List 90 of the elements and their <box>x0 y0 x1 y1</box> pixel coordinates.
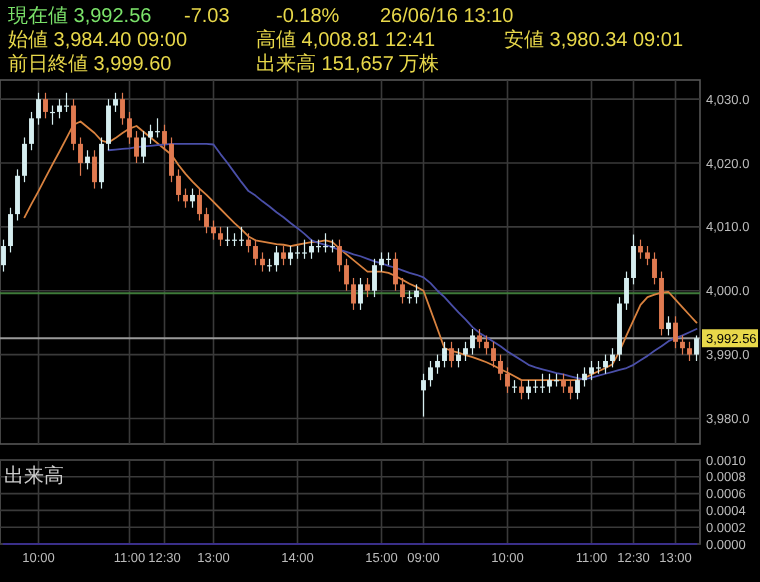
candlestick <box>15 168 20 222</box>
candlestick <box>29 111 34 151</box>
candlestick <box>197 187 202 222</box>
candlestick <box>449 341 454 368</box>
candlestick <box>631 233 636 285</box>
candlestick <box>57 98 62 119</box>
candlestick <box>645 245 650 266</box>
candlestick <box>470 328 475 356</box>
candlestick <box>666 315 671 337</box>
candlestick <box>288 245 293 266</box>
candlestick <box>281 245 286 266</box>
candlestick <box>274 245 279 273</box>
text: 前日終値 3,999.60 <box>8 52 173 76</box>
candlestick <box>148 124 153 145</box>
candlestick <box>1 239 6 273</box>
candlestick <box>442 341 447 368</box>
candlestick <box>309 239 314 260</box>
candlestick <box>638 239 643 260</box>
candlestick <box>365 277 370 298</box>
candlestick <box>505 366 510 394</box>
candlestick <box>477 328 482 349</box>
candlestick <box>498 354 503 381</box>
candlestick <box>484 334 489 356</box>
candlestick <box>127 111 132 145</box>
candlestick <box>169 136 174 183</box>
candlestick <box>8 207 13 254</box>
text: 現在値 3,992.56 <box>8 4 153 28</box>
candlestick <box>687 341 692 362</box>
candlestick <box>463 341 468 362</box>
candlestick <box>246 232 251 254</box>
candlestick <box>680 334 685 356</box>
y-axis-title: 出来高 <box>4 464 64 488</box>
candlestick <box>78 136 83 177</box>
candlestick <box>302 239 307 260</box>
candlestick <box>253 239 258 266</box>
candlestick <box>547 373 552 394</box>
candlestick <box>379 251 384 273</box>
candlestick <box>99 136 104 190</box>
candlestick <box>92 149 97 190</box>
candlestick <box>358 277 363 311</box>
candlestick <box>456 347 461 368</box>
candlestick <box>414 283 419 305</box>
text: 出来高 151,657 万株 <box>256 52 440 76</box>
text: -7.03 <box>184 6 231 28</box>
candlestick <box>211 219 216 241</box>
candlestick <box>582 366 587 388</box>
candlestick <box>106 98 111 151</box>
candlestick <box>260 251 265 273</box>
candlestick <box>372 258 377 298</box>
candlestick <box>435 354 440 375</box>
candlestick <box>624 270 629 311</box>
candlestick <box>176 168 181 202</box>
candlestick <box>190 187 195 209</box>
candlestick <box>400 277 405 305</box>
candlestick <box>36 92 41 126</box>
candlestick <box>421 373 426 418</box>
candlestick <box>43 92 48 119</box>
candlestick <box>491 341 496 368</box>
candlestick <box>561 373 566 394</box>
candlestick <box>113 92 118 113</box>
candlestick <box>589 360 594 381</box>
candlestick <box>568 379 573 400</box>
text: -0.18% <box>276 6 340 28</box>
candlestick <box>141 130 146 164</box>
candlestick <box>603 354 608 375</box>
candlestick <box>85 149 90 170</box>
text: 始値 3,984.40 09:00 <box>8 28 188 52</box>
candlestick <box>204 207 209 234</box>
candlestick <box>22 136 27 183</box>
candlestick <box>351 277 356 311</box>
text: 高値 4,008.81 12:41 <box>256 28 436 52</box>
candlestick <box>526 379 531 400</box>
candlestick <box>134 130 139 164</box>
candlestick <box>519 379 524 400</box>
text: 安値 3,980.34 09:01 <box>504 28 684 52</box>
candlestick <box>673 315 678 349</box>
candlestick <box>344 258 349 292</box>
candlestick <box>71 98 76 151</box>
candlestick <box>120 92 125 126</box>
candlestick <box>694 334 699 362</box>
candlestick <box>183 187 188 209</box>
text: 26/06/16 13:10 <box>380 6 515 28</box>
candlestick <box>652 251 657 285</box>
candlestick <box>162 124 167 151</box>
candlestick <box>218 226 223 247</box>
candlestick <box>428 360 433 388</box>
candlestick <box>393 251 398 292</box>
candlestick <box>610 347 615 368</box>
candlestick <box>337 239 342 273</box>
candlestick <box>575 373 580 400</box>
